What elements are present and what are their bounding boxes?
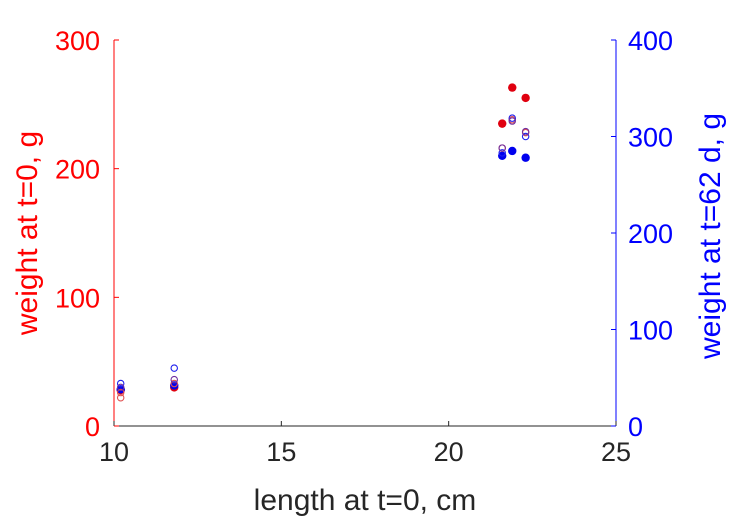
y-left-tick-label: 200	[55, 155, 100, 185]
data-point	[521, 127, 530, 136]
data-point	[170, 381, 179, 390]
axis-titles: length at t=0, cm weight at t=0, g weigh…	[11, 113, 727, 517]
y-left-tick-label: 100	[55, 283, 100, 313]
x-tick-label: 10	[99, 437, 129, 467]
data-point	[498, 119, 507, 128]
data-point	[508, 83, 517, 92]
data-point	[521, 93, 530, 103]
y-left-tick-label: 0	[85, 412, 100, 442]
data-point	[116, 383, 125, 392]
data-point	[498, 144, 506, 152]
y-left-tick-label: 300	[55, 26, 100, 56]
data-point	[508, 117, 517, 125]
x-axis-title: length at t=0, cm	[254, 484, 477, 517]
y-right-tick-label: 100	[628, 316, 673, 346]
data-point	[116, 379, 125, 388]
data-point	[116, 393, 125, 402]
data-point	[508, 114, 517, 122]
data-point	[508, 146, 517, 156]
y-axis-right-title: weight at t=62 d, g	[694, 113, 727, 360]
data-point	[170, 364, 178, 372]
data-point	[170, 379, 178, 388]
y-right-tick-label: 300	[628, 123, 673, 153]
data-point	[521, 132, 530, 141]
y-right-tick-label: 200	[628, 219, 673, 249]
data-point	[170, 375, 178, 384]
data-points	[116, 83, 530, 402]
data-point	[498, 149, 506, 157]
x-tick-label: 25	[601, 437, 631, 467]
y-axis-left-title: weight at t=0, g	[11, 131, 44, 336]
x-tick-label: 15	[266, 437, 296, 467]
y-right-tick-label: 0	[628, 412, 643, 442]
y-right-tick-label: 400	[628, 26, 673, 56]
x-tick-label: 20	[434, 437, 464, 467]
data-point	[116, 388, 125, 397]
data-point	[521, 153, 530, 162]
